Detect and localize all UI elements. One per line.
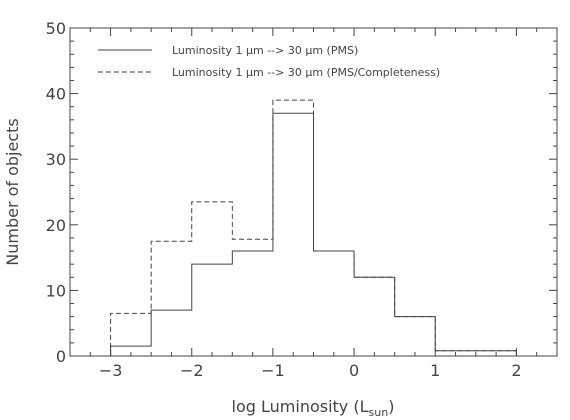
y-tick-label: 30 (46, 150, 66, 169)
x-tick-label: −1 (261, 361, 285, 380)
histogram-series (110, 99, 517, 356)
y-tick-label: 10 (46, 281, 66, 300)
y-tick-label: 0 (56, 347, 66, 366)
legend-entry-label: Luminosity 1 μm --> 30 μm (PMS/Completen… (172, 66, 440, 79)
x-axis-label: log Luminosity (Lsun) (232, 397, 395, 419)
x-tick-label: 2 (511, 361, 521, 380)
y-axis-label: Number of objects (3, 118, 22, 266)
legend-entry-label: Luminosity 1 μm --> 30 μm (PMS) (172, 44, 358, 57)
legend: Luminosity 1 μm --> 30 μm (PMS) Luminosit… (98, 44, 440, 79)
y-tick-label: 20 (46, 216, 66, 235)
histogram-step-line (110, 99, 517, 356)
x-tick-label: 0 (349, 361, 359, 380)
y-tick-label: 40 (46, 85, 66, 104)
x-tick-label: 1 (430, 361, 440, 380)
axis-ticks (69, 27, 558, 357)
x-tick-label: −3 (99, 361, 123, 380)
y-tick-label: 50 (46, 19, 66, 38)
series-dashed (110, 99, 517, 356)
x-tick-label: −2 (180, 361, 204, 380)
